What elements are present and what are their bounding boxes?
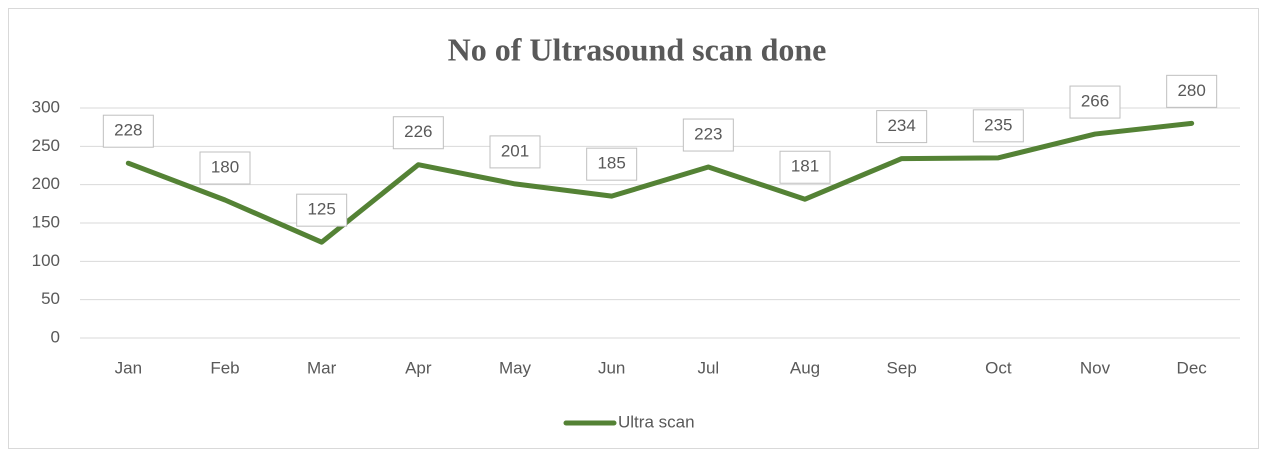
y-tick-label: 250 <box>32 136 60 155</box>
data-label: 226 <box>404 122 432 141</box>
x-tick-label: Jul <box>697 358 719 377</box>
data-label-box <box>296 193 348 227</box>
data-label: 185 <box>597 154 625 173</box>
data-label: 280 <box>1177 81 1205 100</box>
x-tick-label: Jan <box>115 358 142 377</box>
data-label-box <box>876 110 928 144</box>
data-label-box <box>1069 85 1121 119</box>
y-tick-label: 100 <box>32 251 60 270</box>
data-label: 223 <box>694 125 722 144</box>
data-label-box <box>779 150 831 184</box>
chart-border <box>8 8 1259 449</box>
data-label: 235 <box>984 115 1012 134</box>
x-tick-label: Sep <box>887 358 917 377</box>
data-label: 234 <box>887 116 915 135</box>
y-tick-label: 150 <box>32 212 60 231</box>
x-tick-label: Mar <box>307 358 337 377</box>
x-tick-label: Jun <box>598 358 625 377</box>
y-tick-label: 0 <box>51 327 60 346</box>
legend-label: Ultra scan <box>618 412 695 431</box>
x-tick-label: May <box>499 358 532 377</box>
data-label-box <box>1166 74 1218 108</box>
y-tick-label: 200 <box>32 174 60 193</box>
x-tick-label: Oct <box>985 358 1012 377</box>
y-tick-label: 50 <box>41 289 60 308</box>
data-label-box <box>199 151 251 185</box>
data-label: 180 <box>211 157 239 176</box>
x-tick-label: Nov <box>1080 358 1111 377</box>
data-label-box <box>586 147 638 181</box>
data-label: 181 <box>791 157 819 176</box>
data-label-box <box>489 135 541 169</box>
x-tick-label: Feb <box>210 358 239 377</box>
data-label: 125 <box>307 200 335 219</box>
y-tick-label: 300 <box>32 97 60 116</box>
data-label: 228 <box>114 121 142 140</box>
x-tick-label: Dec <box>1177 358 1208 377</box>
data-label-box <box>102 114 154 148</box>
chart-title: No of Ultrasound scan done <box>448 31 827 67</box>
data-label-box <box>972 109 1024 143</box>
x-tick-label: Aug <box>790 358 820 377</box>
data-label: 266 <box>1081 92 1109 111</box>
data-label: 201 <box>501 141 529 160</box>
data-label-box <box>682 118 734 152</box>
data-label-box <box>392 116 444 150</box>
x-tick-label: Apr <box>405 358 432 377</box>
series-line <box>125 120 1195 245</box>
